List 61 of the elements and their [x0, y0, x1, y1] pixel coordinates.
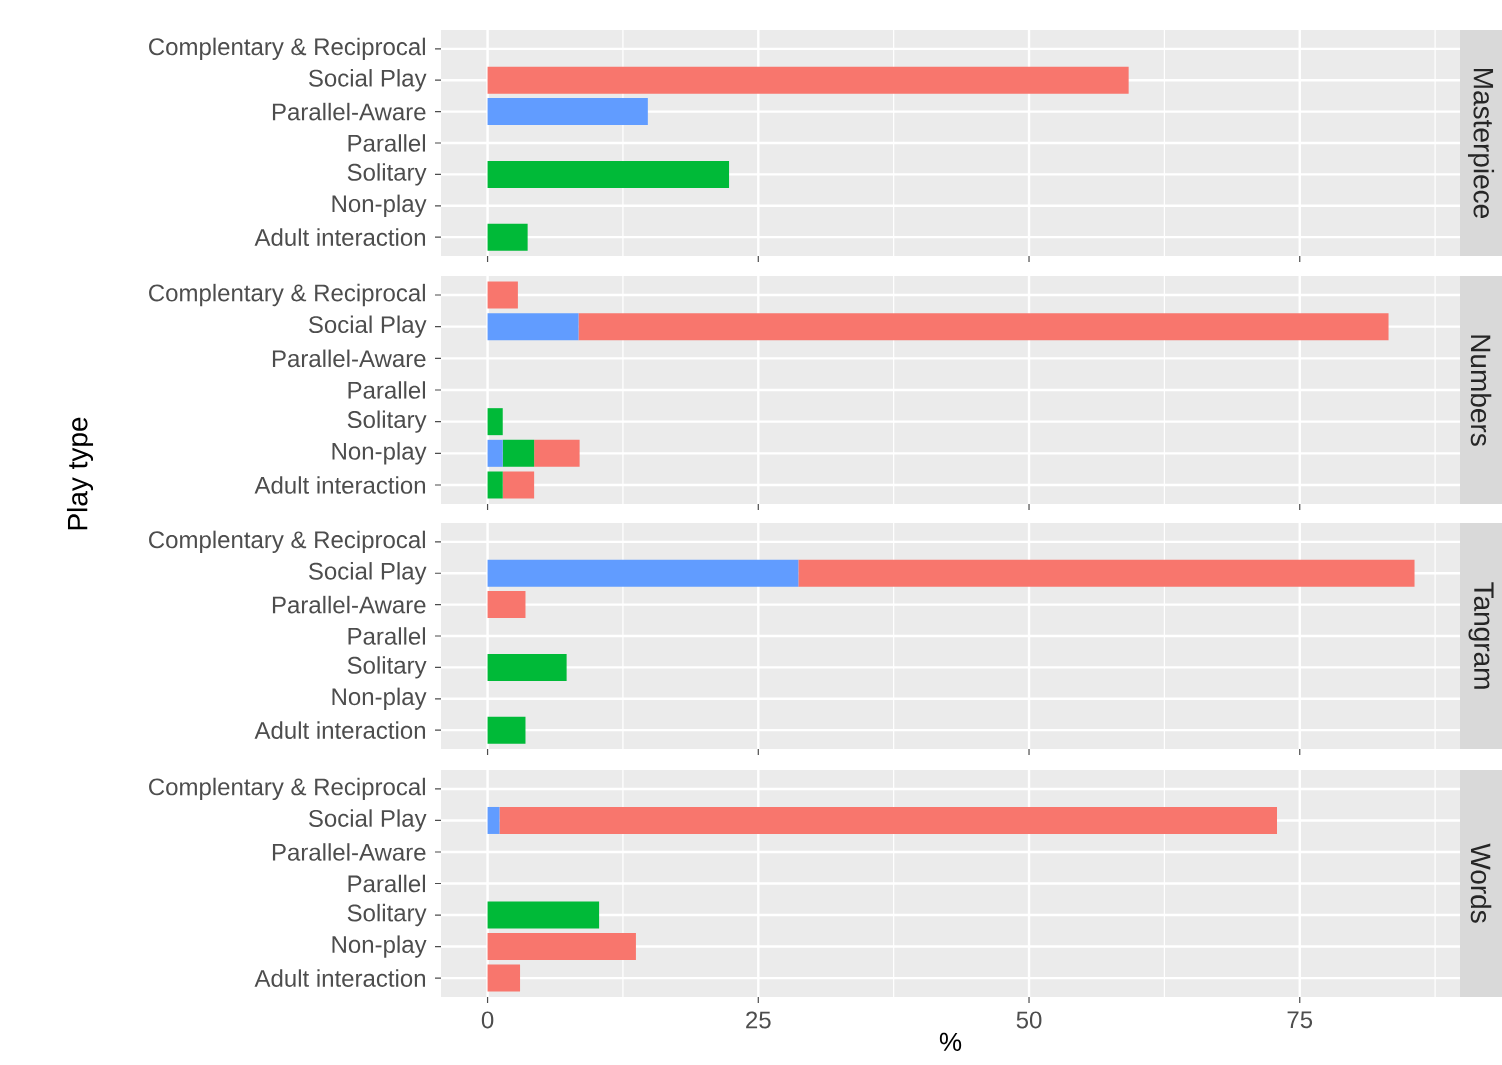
y-tick-label: Social Play [308, 562, 427, 585]
bar [578, 313, 1389, 341]
y-tick-label: Adult interaction [254, 969, 426, 987]
y-tick-label: Social Play [308, 69, 427, 92]
y-tick-label: Solitary [347, 656, 427, 679]
bar [487, 933, 636, 961]
bar [487, 223, 528, 251]
text: Numbers [1470, 335, 1492, 446]
bar [502, 471, 535, 499]
y-tick-label: Parallel-Aware [272, 102, 426, 121]
bar [499, 806, 1277, 834]
text: Words [1470, 843, 1492, 923]
y-tick-label: Non-play [332, 442, 427, 465]
bar [487, 313, 579, 341]
y-tick-label: Complentary & Reciprocal [149, 777, 425, 801]
bar [487, 591, 526, 619]
x-axis-title: % [939, 1032, 962, 1051]
y-tick-label: Parallel-Aware [272, 595, 426, 614]
y-tick-label: Complentary & Reciprocal [149, 530, 425, 554]
bar [487, 653, 567, 681]
y-tick-label: Non-play [332, 935, 427, 958]
bar [502, 439, 535, 467]
y-tick-label: Parallel-Aware [272, 349, 426, 368]
bar [487, 160, 730, 188]
y-tick-label: Solitary [347, 410, 427, 433]
bar [487, 964, 521, 992]
x-tick-label: 0 [481, 1011, 494, 1029]
bar [487, 806, 500, 834]
bar [487, 901, 600, 929]
y-tick-label: Complentary & Reciprocal [149, 283, 425, 307]
y-tick-label: Complentary & Reciprocal [149, 37, 425, 61]
y-tick-label: Parallel [348, 381, 425, 399]
bar [534, 439, 580, 467]
text: Tangram [1468, 582, 1494, 689]
bar [487, 439, 503, 467]
y-tick-label: Parallel [348, 134, 425, 152]
bar [487, 281, 518, 309]
y-axis-title: Play type [66, 417, 94, 530]
x-tick-label: 50 [1016, 1011, 1042, 1029]
y-tick-label: Solitary [347, 903, 427, 927]
bar [487, 716, 526, 744]
y-tick-label: Parallel-Aware [272, 843, 426, 861]
x-tick-label: 75 [1287, 1011, 1313, 1029]
bar [487, 98, 648, 126]
y-tick-label: Solitary [347, 163, 427, 186]
x-tick-label: 25 [746, 1011, 771, 1029]
y-tick-label: Non-play [332, 194, 427, 217]
bar [487, 559, 799, 587]
bar [487, 471, 503, 499]
y-tick-label: Non-play [332, 687, 427, 710]
bar [487, 408, 503, 436]
y-tick-label: Parallel [348, 627, 425, 645]
y-tick-label: Social Play [308, 809, 427, 832]
y-tick-label: Social Play [308, 315, 427, 338]
y-tick-label: Adult interaction [254, 228, 426, 246]
bar [798, 559, 1415, 587]
y-tick-label: Parallel [348, 874, 425, 893]
text: Masterpiece [1467, 69, 1495, 218]
y-tick-label: Adult interaction [254, 721, 426, 739]
y-tick-label: Adult interaction [254, 476, 426, 494]
bar [487, 66, 1129, 94]
